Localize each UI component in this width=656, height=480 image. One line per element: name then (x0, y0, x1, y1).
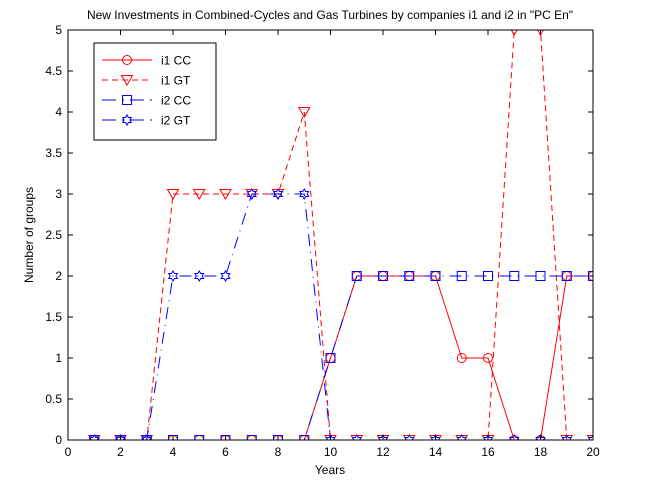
legend-label-i2-cc: i2 CC (161, 94, 191, 108)
y-tick-label: 0.5 (45, 392, 62, 406)
data-point-i2-cc (194, 435, 205, 440)
legend-marker-i1-cc (122, 55, 132, 65)
data-point-i1-gt (297, 107, 311, 118)
data-point-i2-gt (482, 434, 494, 440)
y-tick-label: 2.5 (45, 228, 62, 242)
legend-item-i1-gt: i1 GT (102, 74, 191, 88)
data-point-i1-gt (166, 189, 180, 200)
data-point-i2-gt (456, 434, 467, 440)
y-tick-label: 2 (55, 269, 62, 283)
series-line-i1-cc (94, 275, 593, 440)
data-point-i2-gt (325, 434, 336, 440)
data-point-i2-cc (351, 271, 362, 281)
x-tick-label: 18 (534, 445, 548, 459)
y-tick-label: 1 (55, 351, 62, 365)
data-point-i2-gt (587, 434, 593, 440)
y-tick-label: 1.5 (45, 310, 62, 324)
data-point-i2-gt (561, 434, 572, 440)
data-point-i2-gt (89, 434, 100, 440)
legend-item-i2-cc: i2 CC (102, 94, 191, 108)
legend-item-i2-gt: i2 GT (102, 114, 191, 128)
axes-layer: 0 2 4 6 8 10 12 14 16 18 20 0 0.5 1 1.5 2 2.5 3 3.5 4 4.5 5 (45, 23, 600, 459)
series-line-i1-gt (94, 30, 593, 440)
x-tick-label: 0 (65, 445, 72, 459)
legend-label-i2-gt: i2 GT (161, 114, 191, 128)
data-point-i2-gt (430, 434, 441, 440)
data-point-i2-cc (535, 271, 546, 281)
series-i2-gt (89, 188, 593, 440)
series-i2-cc (89, 271, 593, 440)
data-point-i2-gt (377, 434, 389, 440)
data-point-i2-gt (509, 434, 520, 440)
x-tick-label: 20 (586, 445, 600, 459)
legend-label-i1-cc: i1 CC (161, 54, 191, 68)
data-point-i2-cc (378, 271, 388, 281)
data-point-i2-cc (456, 271, 467, 281)
legend-marker-i1-gt (120, 75, 134, 86)
data-point-i1-cc (456, 353, 467, 363)
x-tick-label: 16 (481, 445, 495, 459)
y-axis-label: Number of groups (22, 187, 36, 283)
legend-marker-i2-gt (121, 114, 133, 126)
x-tick-label: 4 (170, 445, 177, 459)
data-point-i2-cc (509, 271, 520, 281)
data-point-i1-cc (483, 353, 493, 363)
data-point-i2-cc (246, 435, 257, 440)
x-tick-label: 2 (117, 445, 124, 459)
data-point-i2-cc (483, 271, 493, 281)
y-tick-label: 4.5 (45, 64, 62, 78)
data-point-i2-gt (351, 434, 362, 440)
y-tick-label: 4 (55, 105, 62, 119)
data-point-i1-gt (192, 189, 206, 200)
data-point-i2-gt (299, 188, 310, 200)
x-tick-label: 8 (275, 445, 282, 459)
data-point-i2-gt (167, 270, 179, 282)
x-axis-label: Years (315, 463, 345, 477)
x-tick-label: 12 (376, 445, 390, 459)
y-tick-label: 3 (55, 187, 62, 201)
legend-label-i1-gt: i1 GT (161, 74, 191, 88)
legend-marker-i2-cc (122, 95, 132, 105)
data-point-i2-gt (194, 270, 205, 282)
data-point-i2-gt (141, 434, 152, 440)
x-tick-label: 6 (222, 445, 229, 459)
data-point-i2-gt (115, 434, 126, 440)
series-i1-cc (89, 271, 593, 440)
y-tick-label: 5 (55, 23, 62, 37)
data-point-i2-gt (404, 434, 415, 440)
data-point-i2-gt (535, 434, 546, 440)
x-tick-label: 10 (324, 445, 338, 459)
data-point-i2-cc (325, 353, 336, 363)
data-point-i2-gt (246, 188, 257, 200)
data-point-i2-cc (561, 271, 572, 281)
data-point-i2-cc (299, 435, 310, 440)
data-point-i1-gt (219, 189, 232, 200)
chart-title: New Investments in Combined-Cycles and G… (87, 8, 573, 22)
data-point-i2-cc (430, 271, 441, 281)
x-tick-label: 14 (429, 445, 443, 459)
data-point-i2-cc (404, 271, 415, 281)
legend: i1 CC i1 GT i2 CC i2 GT (93, 42, 217, 141)
legend-item-i1-cc: i1 CC (102, 54, 191, 68)
y-tick-label: 3.5 (45, 146, 62, 160)
data-point-i2-gt (272, 188, 284, 200)
data-point-i2-gt (220, 270, 231, 282)
y-tick-label: 0 (55, 433, 62, 447)
legend-box (93, 42, 217, 141)
